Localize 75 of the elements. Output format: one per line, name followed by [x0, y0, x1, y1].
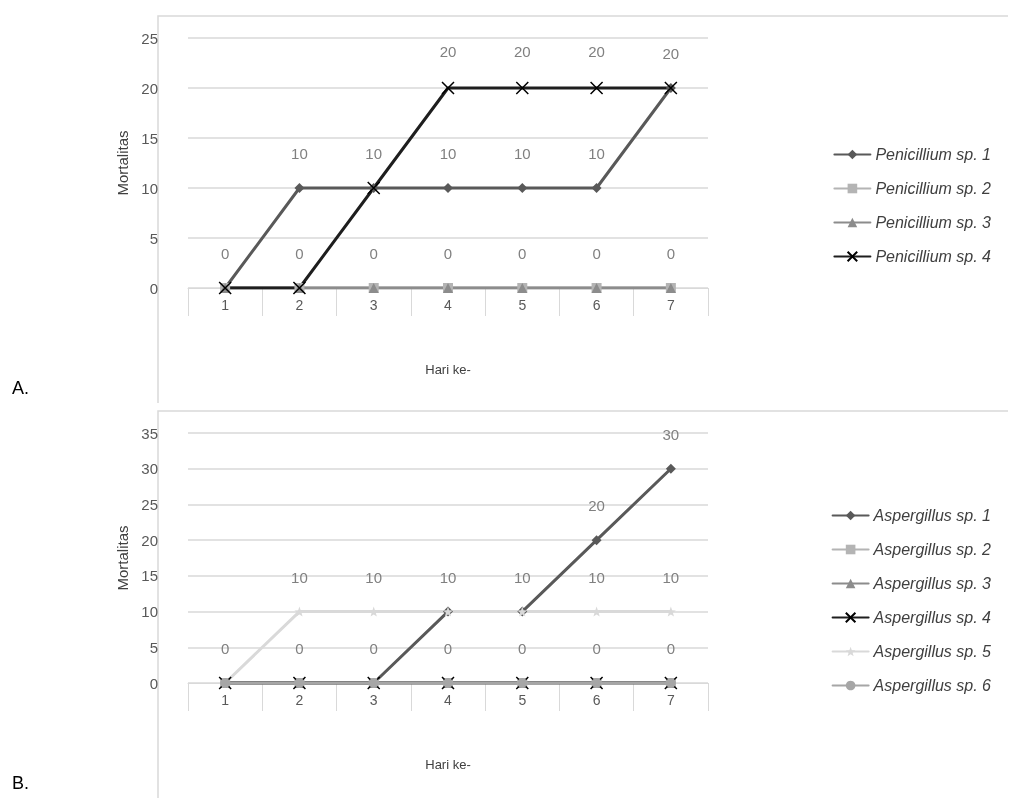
data-label: 20	[588, 43, 605, 61]
data-label: 0	[443, 245, 453, 262]
data-label: 10	[588, 568, 605, 586]
data-label: 0	[295, 245, 304, 262]
x-tick-label: 6	[592, 692, 601, 708]
data-label: 10	[365, 568, 383, 586]
x-tick-label: 7	[666, 692, 675, 708]
data-label: 20	[439, 43, 457, 61]
y-tick-label: 5	[149, 638, 158, 656]
y-tick-label: 10	[141, 179, 158, 197]
x-tick-label: 1	[221, 692, 230, 708]
data-label: 10	[439, 145, 457, 162]
legend-label: Aspergillus sp. 6	[872, 677, 992, 694]
y-tick-label: 20	[141, 531, 158, 549]
data-label: 20	[588, 497, 605, 515]
legend-label: Aspergillus sp. 1	[872, 507, 991, 524]
data-label: 10	[662, 568, 680, 586]
data-label: 10	[365, 145, 383, 162]
data-label: 30	[662, 425, 680, 443]
y-tick-label: 35	[141, 424, 158, 442]
data-label: 0	[369, 640, 378, 657]
x-tick-label: 3	[369, 297, 378, 313]
data-label: 0	[443, 640, 453, 657]
x-tick-label: 2	[295, 297, 304, 313]
x-tick-label: 4	[444, 297, 453, 313]
data-label: 10	[291, 145, 308, 162]
data-label: 0	[220, 640, 230, 657]
y-tick-label: 5	[149, 229, 158, 247]
y-tick-label: 30	[141, 460, 158, 478]
data-label: 10	[588, 145, 605, 162]
x-axis-title: Hari ke-	[425, 362, 471, 377]
data-label: 0	[592, 245, 601, 262]
data-label: 20	[513, 43, 531, 61]
text: A.	[12, 378, 30, 398]
data-label: 0	[518, 245, 527, 262]
y-axis-title: Mortalitas	[114, 525, 132, 591]
legend-label: Penicillium sp. 4	[875, 248, 992, 265]
data-label: 10	[291, 568, 308, 586]
y-tick-label: 0	[149, 279, 158, 297]
data-label: 0	[295, 640, 304, 657]
legend-label: Aspergillus sp. 2	[872, 541, 992, 558]
data-label: 0	[666, 640, 676, 657]
x-tick-label: 5	[518, 297, 527, 313]
x-axis-title: Hari ke-	[425, 757, 471, 772]
x-tick-label: 1	[221, 297, 230, 313]
x-tick-label: 3	[369, 692, 378, 708]
x-tick-label: 5	[518, 692, 527, 708]
y-tick-label: 25	[141, 495, 158, 513]
legend-label: Aspergillus sp. 5	[872, 643, 992, 660]
legend-label: Penicillium sp. 1	[875, 146, 992, 163]
legend-label: Penicillium sp. 3	[875, 214, 992, 231]
data-label: 10	[513, 145, 531, 162]
legend-label: Aspergillus sp. 4	[872, 609, 992, 626]
y-tick-label: 25	[141, 29, 158, 47]
x-tick-label: 2	[295, 692, 304, 708]
text: B.	[12, 773, 30, 793]
legend-label: Penicillium sp. 2	[875, 180, 992, 197]
data-label: 10	[439, 568, 457, 586]
data-label: 0	[369, 245, 378, 262]
data-label: 0	[592, 640, 601, 657]
legend-label: Aspergillus sp. 3	[872, 575, 992, 592]
y-tick-label: 10	[141, 603, 158, 621]
x-tick-label: 4	[444, 692, 453, 708]
y-tick-label: 0	[149, 674, 158, 692]
data-label: 10	[513, 568, 531, 586]
data-label: 20	[662, 45, 680, 62]
y-tick-label: 15	[141, 129, 158, 147]
x-tick-label: 7	[666, 297, 675, 313]
data-label: 0	[518, 640, 527, 657]
data-label: 0	[220, 245, 230, 262]
y-axis-title: Mortalitas	[114, 130, 132, 196]
y-tick-label: 20	[141, 79, 158, 97]
x-tick-label: 6	[592, 297, 601, 313]
y-tick-label: 15	[141, 567, 158, 585]
data-label: 0	[666, 245, 676, 262]
